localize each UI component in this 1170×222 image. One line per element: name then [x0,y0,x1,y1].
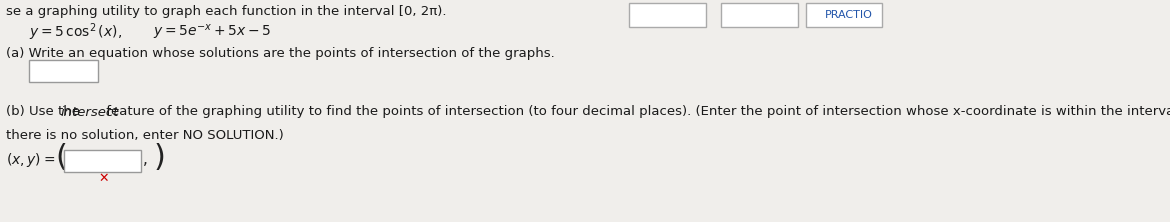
FancyBboxPatch shape [629,3,706,27]
Text: (b) Use the: (b) Use the [6,105,84,119]
Text: feature of the graphing utility to find the points of intersection (to four deci: feature of the graphing utility to find … [102,105,1170,119]
Text: PRACTIO: PRACTIO [825,10,873,20]
Text: ,: , [143,153,147,168]
Text: $y = 5\,\cos^{2}(x),$: $y = 5\,\cos^{2}(x),$ [29,21,122,43]
Text: $y = 5e^{-x} + 5x - 5$: $y = 5e^{-x} + 5x - 5$ [153,22,271,42]
FancyBboxPatch shape [806,3,882,27]
Text: ✕: ✕ [98,172,109,184]
Text: intersect: intersect [61,105,119,119]
Text: se a graphing utility to graph each function in the interval [0, 2π).: se a graphing utility to graph each func… [6,6,447,18]
FancyBboxPatch shape [721,3,798,27]
Text: ): ) [153,143,165,172]
Text: there is no solution, enter NO SOLUTION.): there is no solution, enter NO SOLUTION.… [6,129,284,143]
Text: (a) Write an equation whose solutions are the points of intersection of the grap: (a) Write an equation whose solutions ar… [6,48,555,61]
Text: (: ( [55,143,67,172]
FancyBboxPatch shape [64,150,142,172]
Text: $(x, y) =$: $(x, y) =$ [6,151,55,169]
FancyBboxPatch shape [29,60,98,82]
